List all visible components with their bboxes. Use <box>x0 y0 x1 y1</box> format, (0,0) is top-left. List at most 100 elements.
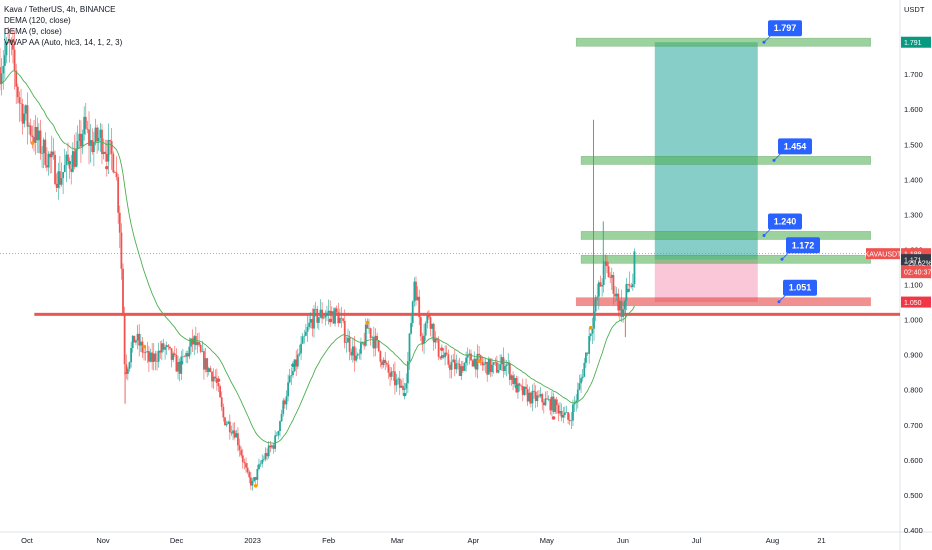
candle-body <box>264 453 267 460</box>
candle-body <box>521 386 524 395</box>
y-tick-label: 1.600 <box>904 105 923 114</box>
candle-body <box>20 103 22 104</box>
level-band[interactable] <box>575 297 871 307</box>
candle-body <box>618 300 621 311</box>
candle-body <box>24 105 27 114</box>
profit-zone[interactable] <box>654 42 758 260</box>
candle-body <box>211 371 213 382</box>
candle-body <box>377 340 380 351</box>
candle-body <box>295 359 298 367</box>
candle-body <box>246 467 249 473</box>
candle-body <box>109 139 111 142</box>
level-band[interactable] <box>580 254 871 264</box>
candle-body <box>274 435 277 449</box>
callout-anchor <box>772 158 776 162</box>
dema-line[interactable] <box>0 70 635 444</box>
candle-body <box>57 171 60 188</box>
candle-body <box>381 361 383 366</box>
callout-box[interactable] <box>783 279 817 296</box>
candle-body <box>316 308 319 323</box>
candle-body <box>631 284 634 288</box>
candle-body <box>80 133 82 147</box>
candle-body <box>71 151 74 172</box>
candle-body <box>135 340 137 343</box>
callout-box[interactable] <box>778 138 812 155</box>
candle-body <box>122 268 124 316</box>
legend-dema-120[interactable]: DEMA (120, close) <box>4 16 71 25</box>
candle-body <box>572 404 574 421</box>
candle-body <box>439 356 442 359</box>
candle-body <box>578 383 581 390</box>
level-band[interactable] <box>580 231 871 240</box>
symbol-tag <box>866 248 900 260</box>
callout-box[interactable] <box>768 20 802 37</box>
candle-body <box>358 353 361 355</box>
candle-body <box>76 141 79 149</box>
candle-body <box>196 342 199 346</box>
candle-body <box>156 361 158 362</box>
candle-body <box>272 445 275 449</box>
signal-dot <box>179 360 184 365</box>
candle-body <box>232 430 234 434</box>
candle-body <box>567 412 570 420</box>
candle-body <box>209 368 212 372</box>
candle-body <box>356 354 359 356</box>
x-tick-label: Nov <box>96 536 110 545</box>
candle-body <box>245 463 247 468</box>
legend-dema-9[interactable]: DEMA (9, close) <box>4 27 62 36</box>
candle-body <box>233 430 236 438</box>
candle-body <box>83 116 86 134</box>
candle-body <box>55 183 58 188</box>
loss-zone[interactable] <box>654 259 758 303</box>
candle-body <box>615 293 618 297</box>
candle-body <box>607 266 610 278</box>
candle-body <box>364 324 367 346</box>
level-band[interactable] <box>575 37 871 47</box>
y-tick-label: 0.900 <box>904 351 923 360</box>
callout-label: 1.454 <box>784 141 807 151</box>
candle-body <box>342 318 345 321</box>
candle-body <box>470 353 472 361</box>
level-band[interactable] <box>580 156 871 165</box>
candle-body <box>541 394 544 403</box>
candle-body <box>149 352 152 362</box>
candle-body <box>285 396 288 405</box>
candle-body <box>437 340 440 357</box>
legend-vwap[interactable]: VWAP AA (Auto, hlc3, 14, 1, 2, 3) <box>4 38 123 47</box>
callout-box[interactable] <box>786 237 820 254</box>
candle-body <box>237 433 239 446</box>
candle-body <box>225 423 228 426</box>
candle-body <box>157 350 160 362</box>
candle-body <box>340 317 343 319</box>
candle-body <box>337 312 340 324</box>
candle-body <box>424 323 427 336</box>
candle-body <box>26 105 29 127</box>
candle-body <box>376 335 379 341</box>
candle-body <box>152 353 155 362</box>
candle-body <box>23 113 26 124</box>
legend-symbol[interactable]: Kava / TetherUS, 4h, BINANCE <box>4 5 116 14</box>
callout-box[interactable] <box>768 213 802 230</box>
candle-body <box>107 139 110 162</box>
candle-body <box>42 139 45 154</box>
candle-body <box>573 402 576 405</box>
candle-body <box>379 350 382 362</box>
candle-body <box>436 338 438 341</box>
candle-body <box>570 420 573 422</box>
candle-body <box>199 344 202 352</box>
candle-body <box>309 319 312 323</box>
candle-body <box>253 477 256 481</box>
candle-body <box>290 375 293 376</box>
candle-body <box>88 129 90 146</box>
support-line[interactable] <box>34 312 901 316</box>
candle-body <box>186 353 189 357</box>
price-tag-label: 1.050 <box>904 300 922 307</box>
signal-dot <box>402 392 407 397</box>
candle-body <box>104 151 107 154</box>
candle-body <box>609 277 612 278</box>
candle-body <box>387 364 390 373</box>
price-tag <box>901 254 931 266</box>
candle-body <box>594 297 597 312</box>
